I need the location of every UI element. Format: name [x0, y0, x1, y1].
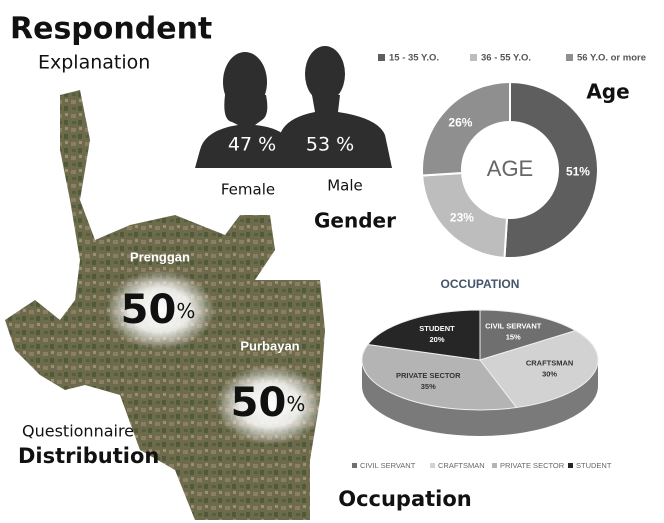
chart-title: OCCUPATION [441, 277, 520, 291]
legend-label: PRIVATE SECTOR [500, 461, 565, 470]
infographic: Prenggan 50% Purbayan 50% Respondent Exp… [0, 0, 664, 523]
legend-swatch [352, 463, 357, 468]
legend-swatch [430, 463, 435, 468]
gender-label: Male [327, 177, 363, 195]
legend-label: CRAFTSMAN [438, 461, 485, 470]
title: Respondent [10, 12, 212, 47]
chart-title: Age [586, 80, 629, 104]
data-label: 26% [448, 116, 472, 130]
gender-percent: 53 % [306, 134, 354, 156]
gender-title: Gender [314, 209, 396, 233]
legend-swatch [470, 54, 477, 61]
data-label: STUDENT [419, 324, 455, 333]
chart-caption: Occupation [338, 487, 472, 511]
data-label: CRAFTSMAN [526, 359, 574, 368]
legend-label: 56 Y.O. or more [577, 53, 646, 64]
data-label: 51% [566, 164, 590, 178]
data-label: CIVIL SERVANT [485, 321, 542, 330]
data-label: 20% [429, 335, 444, 344]
data-label: 23% [450, 210, 474, 224]
data-label: 35% [421, 382, 436, 391]
gender-percent: 47 % [228, 134, 276, 156]
legend-label: 15 - 35 Y.O. [389, 53, 439, 64]
subtitle: Explanation [38, 52, 150, 74]
center-label: AGE [487, 156, 533, 181]
area-name: Prenggan [130, 249, 190, 264]
legend-swatch [566, 54, 573, 61]
area-name: Purbayan [240, 338, 299, 353]
legend-swatch [492, 463, 497, 468]
legend-label: 36 - 55 Y.O. [481, 53, 531, 64]
data-label: 30% [542, 370, 557, 379]
data-label: 15% [506, 332, 521, 341]
gender-label: Female [221, 181, 275, 199]
data-label: PRIVATE SECTOR [396, 371, 461, 380]
map-subtitle: Distribution [18, 444, 159, 468]
legend-swatch [568, 463, 573, 468]
legend-swatch [378, 54, 385, 61]
legend-label: STUDENT [576, 461, 612, 470]
map-title: Questionnaire [22, 422, 134, 441]
legend-label: CIVIL SERVANT [360, 461, 416, 470]
silhouettes [195, 46, 392, 168]
